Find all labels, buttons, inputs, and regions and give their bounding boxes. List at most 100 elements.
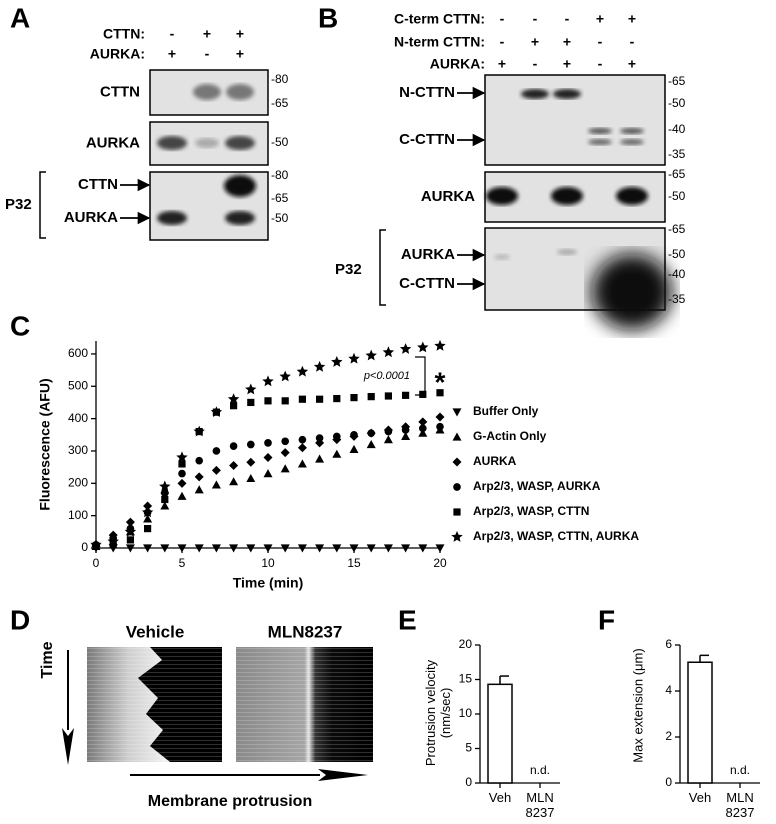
- data-point: [296, 365, 309, 377]
- data-point: [333, 394, 341, 403]
- data-point: [279, 370, 291, 382]
- condition-sign: +: [563, 56, 571, 72]
- data-point: [434, 339, 446, 351]
- data-point: [193, 425, 205, 437]
- blot-band: [551, 187, 583, 205]
- band-label: AURKA: [401, 246, 455, 263]
- y-tick-label: 100: [68, 508, 88, 522]
- band-label: C-CTTN: [399, 275, 455, 292]
- y-tick-label: 300: [68, 443, 88, 457]
- data-point: [350, 430, 358, 439]
- data-point: [418, 424, 427, 433]
- axis-label: Membrane protrusion: [148, 793, 312, 810]
- condition-sign: +: [168, 46, 176, 62]
- data-point: [435, 412, 445, 422]
- data-point: [298, 395, 306, 403]
- y-tick-label: 4: [665, 683, 672, 697]
- data-point: [367, 429, 376, 438]
- data-point: [401, 431, 411, 441]
- x-tick-label: Veh: [488, 790, 512, 805]
- data-point: [280, 448, 290, 458]
- data-point: [315, 544, 325, 553]
- group-bracket: [379, 229, 386, 306]
- data-point: [349, 444, 359, 453]
- mw-marker: -65: [668, 222, 686, 236]
- group-label: P32: [335, 261, 362, 278]
- mw-marker: -40: [668, 122, 686, 136]
- blot-band: [195, 138, 219, 148]
- y-tick-label: 15: [459, 672, 473, 686]
- data-point: [264, 397, 272, 405]
- data-point: [262, 375, 274, 387]
- mw-marker: -50: [271, 211, 289, 225]
- legend-marker: [451, 531, 463, 542]
- data-point: [401, 426, 410, 434]
- condition-sign: -: [598, 56, 603, 72]
- blot-band: [225, 211, 255, 225]
- panel-label: B: [318, 2, 338, 33]
- kymograph-texture: [87, 647, 222, 762]
- legend-marker: [452, 432, 462, 441]
- condition-sign: -: [533, 56, 538, 72]
- panel-label: C: [10, 310, 30, 341]
- condition-label: AURKA:: [90, 46, 145, 62]
- blot-band: [521, 89, 549, 99]
- data-point: [313, 360, 326, 372]
- data-point: [316, 395, 324, 403]
- y-tick-label: 0: [665, 775, 672, 789]
- data-point: [419, 390, 427, 398]
- data-point: [297, 459, 307, 468]
- data-point: [348, 352, 360, 364]
- mw-marker: -50: [668, 189, 686, 203]
- y-tick-label: 0: [465, 775, 472, 789]
- data-point: [177, 544, 187, 553]
- y-tick-label: 10: [459, 706, 473, 720]
- data-point: [124, 525, 137, 537]
- panel-label: D: [10, 604, 30, 635]
- condition-sign: +: [236, 26, 244, 42]
- mw-marker: -35: [668, 292, 686, 306]
- condition-sign: -: [533, 11, 538, 27]
- blot-band: [616, 187, 648, 205]
- annotation: p<0.0001: [363, 370, 410, 382]
- data-point: [211, 465, 221, 475]
- data-point: [245, 383, 257, 395]
- data-point: [402, 391, 410, 399]
- mw-marker: -65: [668, 167, 686, 181]
- data-point: [247, 398, 255, 407]
- condition-sign: +: [531, 34, 539, 50]
- data-point: [418, 544, 428, 553]
- condition-sign: +: [498, 56, 506, 72]
- bar: [687, 661, 713, 784]
- data-point: [263, 452, 273, 462]
- data-point: [367, 393, 375, 401]
- data-point: [297, 544, 307, 553]
- y-tick-label: 0: [81, 540, 88, 554]
- value-label: n.d.: [530, 763, 550, 777]
- band-label: N-CTTN: [399, 84, 455, 101]
- blot-band: [494, 254, 510, 260]
- blot-label: AURKA: [421, 188, 475, 205]
- condition-sign: +: [628, 11, 636, 27]
- data-point: [125, 544, 135, 553]
- time-arrowhead: [62, 728, 74, 765]
- blot-band: [486, 187, 518, 205]
- condition-sign: -: [205, 46, 210, 62]
- data-point: [436, 389, 444, 397]
- mw-marker: -50: [668, 96, 686, 110]
- data-point: [229, 544, 239, 553]
- x-tick-label: Veh: [688, 790, 712, 805]
- data-point: [229, 477, 239, 486]
- blot-band: [620, 139, 644, 145]
- data-point: [141, 506, 154, 518]
- data-point: [382, 346, 395, 358]
- condition-sign: +: [628, 56, 636, 72]
- data-point: [107, 535, 119, 547]
- y-tick-label: 20: [459, 637, 473, 651]
- condition-label: N-term CTTN:: [394, 34, 485, 50]
- data-point: [143, 514, 153, 523]
- data-point: [210, 406, 223, 417]
- data-point: [227, 393, 240, 405]
- data-point: [194, 544, 204, 553]
